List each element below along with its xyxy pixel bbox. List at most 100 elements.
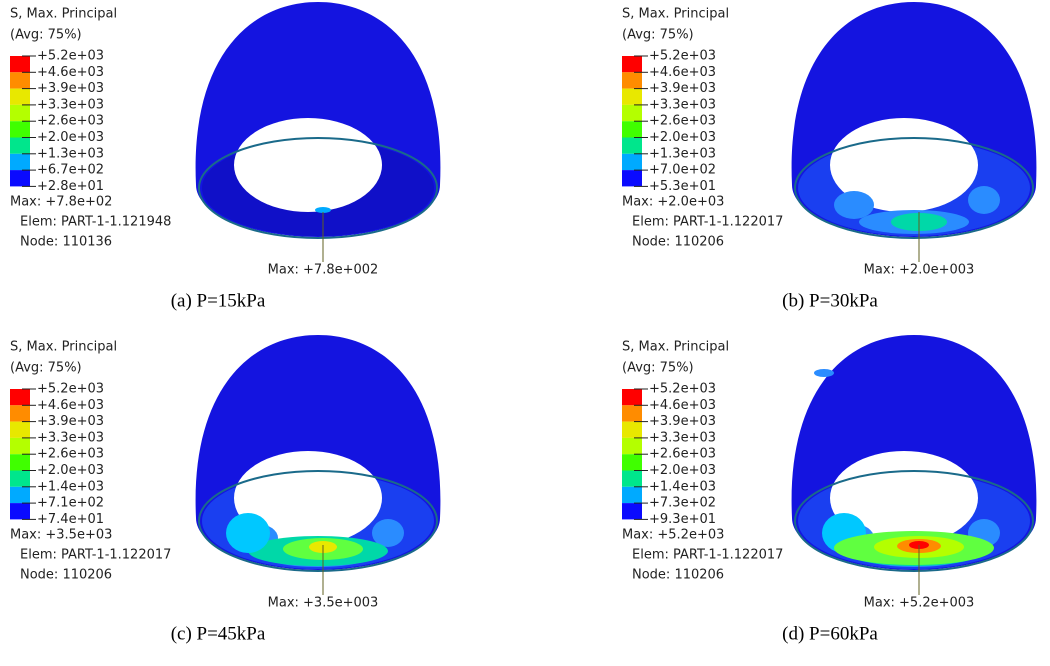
legend-label: +5.3e+01 xyxy=(649,179,716,194)
legend-swatch xyxy=(10,170,30,187)
legend-swatch xyxy=(10,454,30,471)
max-node: Node: 110206 xyxy=(632,235,724,250)
legend-label: +3.9e+03 xyxy=(37,81,104,96)
legend-swatch xyxy=(622,437,642,455)
legend-avg: (Avg: 75%) xyxy=(622,361,694,376)
legend-swatch xyxy=(622,454,642,471)
legend-swatch xyxy=(622,137,642,154)
legend-swatch xyxy=(10,405,30,422)
shell-rim xyxy=(198,137,438,239)
legend-swatch xyxy=(10,421,30,438)
legend-swatch xyxy=(622,470,642,487)
legend-swatch xyxy=(622,56,642,73)
legend-label: +7.4e+01 xyxy=(37,512,104,527)
max-node: Node: 110206 xyxy=(632,568,724,583)
legend-swatch xyxy=(622,153,642,171)
caption: (d) P=60kPa xyxy=(782,623,878,644)
legend-label: +2.0e+03 xyxy=(37,463,104,478)
legend-swatch xyxy=(622,486,642,504)
panel: S, Max. Principal (Avg: 75%) +5.2e+03+4.6e… xyxy=(622,335,1037,644)
legend-label: +3.3e+03 xyxy=(649,97,716,112)
legend-title: S, Max. Principal xyxy=(10,340,117,355)
max-value: Max: +5.2e+03 xyxy=(622,528,724,543)
legend-label: +9.3e+01 xyxy=(649,512,716,527)
max-annotation: Max: +7.8e+002 xyxy=(268,263,379,278)
caption: (a) P=15kPa xyxy=(171,290,266,311)
legend-swatch xyxy=(10,56,30,73)
legend-label: +7.0e+02 xyxy=(649,163,716,178)
max-value: Max: +2.0e+03 xyxy=(622,195,724,210)
legend-swatch xyxy=(10,72,30,89)
legend-label: +3.9e+03 xyxy=(649,81,716,96)
max-elem: Elem: PART-1-1.122017 xyxy=(20,548,171,563)
legend-title: S, Max. Principal xyxy=(10,7,117,22)
legend-avg: (Avg: 75%) xyxy=(10,361,82,376)
legend-avg: (Avg: 75%) xyxy=(10,28,82,43)
max-elem: Elem: PART-1-1.121948 xyxy=(20,215,171,230)
legend-swatch xyxy=(10,437,30,455)
legend-swatch xyxy=(10,470,30,487)
legend-label: +3.3e+03 xyxy=(649,430,716,445)
legend-label: +1.4e+03 xyxy=(649,479,716,494)
legend-swatch xyxy=(622,405,642,422)
legend-title: S, Max. Principal xyxy=(622,340,729,355)
shell-rim xyxy=(794,470,1034,572)
legend-swatch xyxy=(10,153,30,171)
legend-swatch xyxy=(10,503,30,520)
legend-label: +2.0e+03 xyxy=(37,130,104,145)
max-value: Max: +7.8e+02 xyxy=(10,195,112,210)
legend-swatch xyxy=(10,88,30,105)
shell-rim xyxy=(794,137,1034,239)
legend-label: +3.3e+03 xyxy=(37,97,104,112)
stress-region xyxy=(315,207,331,213)
legend-label: +7.3e+02 xyxy=(649,496,716,511)
stress-region xyxy=(968,186,1000,214)
legend-label: +5.2e+03 xyxy=(649,382,716,397)
legend-swatch xyxy=(622,104,642,122)
legend-swatch xyxy=(622,88,642,105)
legend-label: +2.6e+03 xyxy=(37,447,104,462)
legend-label: +2.6e+03 xyxy=(37,114,104,129)
legend-swatch xyxy=(10,137,30,154)
legend-label: +2.6e+03 xyxy=(649,114,716,129)
legend-swatch xyxy=(622,170,642,187)
legend-label: +4.6e+03 xyxy=(37,398,104,413)
max-elem: Elem: PART-1-1.122017 xyxy=(632,548,783,563)
shell-opening xyxy=(234,118,382,212)
legend-label: +3.3e+03 xyxy=(37,430,104,445)
caption: (b) P=30kPa xyxy=(782,290,878,311)
legend-label: +4.6e+03 xyxy=(649,65,716,80)
legend-swatch xyxy=(622,121,642,138)
legend-swatch xyxy=(10,389,30,406)
legend-label: +1.4e+03 xyxy=(37,479,104,494)
max-annotation: Max: +5.2e+003 xyxy=(864,596,975,611)
legend-label: +5.2e+03 xyxy=(37,49,104,64)
legend-label: +2.8e+01 xyxy=(37,179,104,194)
max-value: Max: +3.5e+03 xyxy=(10,528,112,543)
max-node: Node: 110136 xyxy=(20,235,112,250)
legend-swatch xyxy=(622,389,642,406)
panel: S, Max. Principal (Avg: 75%) +5.2e+03+4.6e… xyxy=(10,2,441,311)
legend-swatch xyxy=(10,486,30,504)
stress-region xyxy=(814,369,834,377)
legend-label: +3.9e+03 xyxy=(649,414,716,429)
shell-rim xyxy=(198,470,438,572)
legend-label: +7.1e+02 xyxy=(37,496,104,511)
panel: S, Max. Principal (Avg: 75%) +5.2e+03+4.6e… xyxy=(622,2,1037,311)
legend-label: +1.3e+03 xyxy=(37,146,104,161)
legend-label: +2.0e+03 xyxy=(649,463,716,478)
legend-title: S, Max. Principal xyxy=(622,7,729,22)
legend-label: +5.2e+03 xyxy=(649,49,716,64)
legend-label: +3.9e+03 xyxy=(37,414,104,429)
legend-swatch xyxy=(622,503,642,520)
legend-swatch xyxy=(10,121,30,138)
max-node: Node: 110206 xyxy=(20,568,112,583)
legend-avg: (Avg: 75%) xyxy=(622,28,694,43)
max-elem: Elem: PART-1-1.122017 xyxy=(632,215,783,230)
legend-swatch xyxy=(622,72,642,89)
max-annotation: Max: +2.0e+003 xyxy=(864,263,975,278)
max-annotation: Max: +3.5e+003 xyxy=(268,596,379,611)
legend-label: +5.2e+03 xyxy=(37,382,104,397)
legend-label: +2.0e+03 xyxy=(649,130,716,145)
